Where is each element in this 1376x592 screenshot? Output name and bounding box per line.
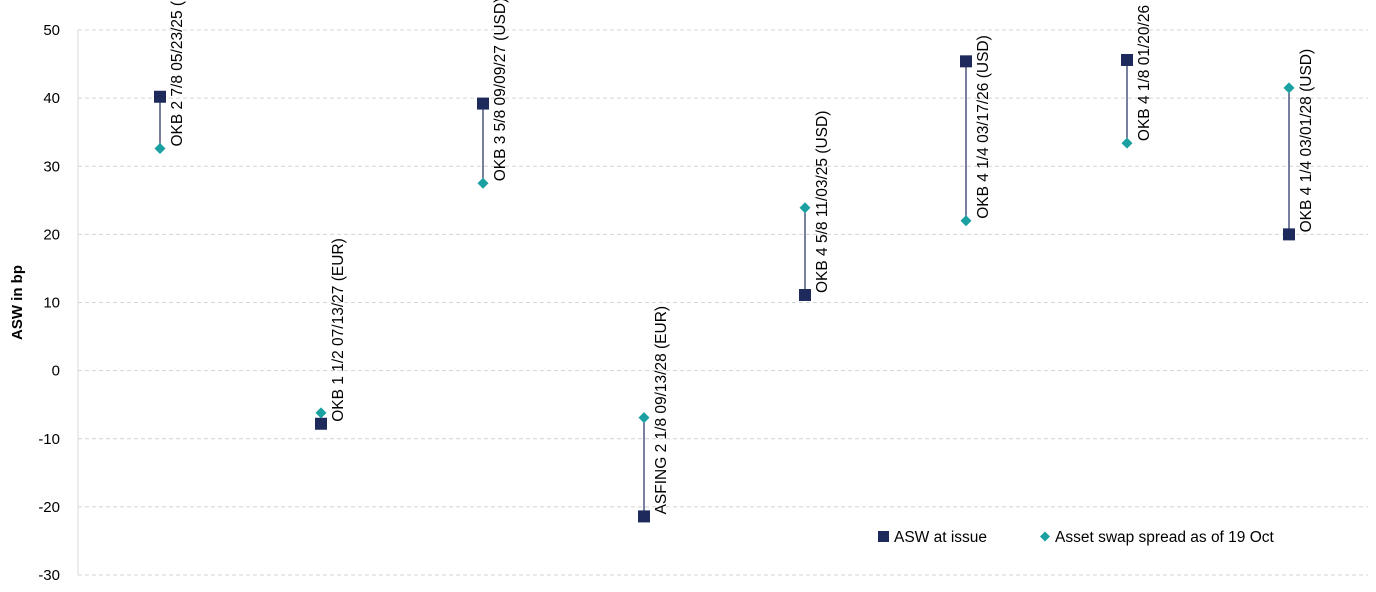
marker-asw-at-issue xyxy=(477,97,489,110)
bond-label: OKB 4 1/8 01/20/26 (USD) xyxy=(1136,0,1153,141)
marker-asset-swap-spread xyxy=(477,177,489,189)
bond-labels: OKB 2 7/8 05/23/25 (USD) OKB 1 1/2 07/13/… xyxy=(169,0,1315,514)
marker-asset-swap-spread xyxy=(960,215,972,227)
bond-label: OKB 4 1/4 03/17/26 (USD) xyxy=(975,35,992,219)
marker-asw-at-issue xyxy=(638,510,650,523)
bond-label: OKB 2 7/8 05/23/25 (USD) xyxy=(169,0,186,147)
bond-label: OKB 4 1/4 03/01/28 (USD) xyxy=(1298,49,1315,233)
marker-asset-swap-spread xyxy=(799,202,811,214)
marker-asset-swap-spread xyxy=(638,412,650,424)
y-tick-label: -30 xyxy=(38,567,60,584)
y-tick-label: 50 xyxy=(43,22,60,39)
marker-asset-swap-spread xyxy=(1283,82,1295,94)
gridlines xyxy=(77,29,1368,576)
connector-lines xyxy=(159,59,1290,517)
y-tick-label: -20 xyxy=(38,499,60,516)
bond-label: OKB 3 5/8 09/09/27 (USD) xyxy=(492,0,509,181)
y-axis-tick-labels: 50 40 30 20 10 0 -10 -20 -30 xyxy=(38,22,60,584)
marker-asw-at-issue xyxy=(799,289,811,302)
marker-asw-at-issue xyxy=(1283,228,1295,241)
y-tick-label: 40 xyxy=(43,90,60,107)
marker-asset-swap-spread xyxy=(154,143,166,155)
marker-asw-at-issue xyxy=(315,417,327,430)
marker-asset-swap-spread xyxy=(315,407,327,419)
y-tick-label: 0 xyxy=(52,363,60,380)
marker-asw-at-issue xyxy=(960,55,972,68)
bond-label: OKB 1 1/2 07/13/27 (EUR) xyxy=(330,238,347,422)
legend-label-asset-swap-spread: Asset swap spread as of 19 Oct xyxy=(1055,529,1275,546)
marker-asw-at-issue xyxy=(154,90,166,103)
y-tick-label: 20 xyxy=(43,226,60,243)
y-tick-label: 10 xyxy=(43,295,60,312)
legend-label-asw-at-issue: ASW at issue xyxy=(894,529,987,546)
y-tick-label: -10 xyxy=(38,431,60,448)
y-axis-title: ASW in bp xyxy=(9,265,26,340)
bond-label: OKB 4 5/8 11/03/25 (USD) xyxy=(814,111,831,293)
legend-swatch-asset-swap-spread xyxy=(1040,531,1050,542)
y-tick-label: 30 xyxy=(43,158,60,175)
legend: ASW at issue Asset swap spread as of 19 … xyxy=(878,529,1275,546)
data-markers xyxy=(154,53,1295,523)
marker-asset-swap-spread xyxy=(1121,137,1133,149)
bond-label: ASFING 2 1/8 09/13/28 (EUR) xyxy=(653,306,670,514)
legend-swatch-asw-at-issue xyxy=(878,531,889,542)
marker-asw-at-issue xyxy=(1121,53,1133,66)
